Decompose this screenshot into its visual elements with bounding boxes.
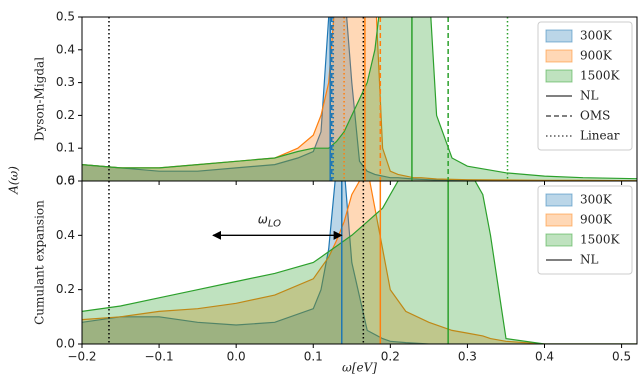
annotation: ωLO: [258, 212, 281, 230]
legend-label: 900K: [580, 213, 613, 227]
x-tick-label: 0.0: [227, 350, 246, 364]
line: [82, 181, 637, 344]
panel-label: Cumulant expansion: [33, 200, 47, 325]
y-tick-label: 0.0: [56, 337, 75, 351]
area: [82, 181, 637, 344]
y-tick-label: 0.2: [56, 108, 75, 122]
y-axis-label: A(ω): [7, 166, 21, 195]
x-tick-label: 0.1: [304, 350, 323, 364]
legend-label: 300K: [580, 193, 613, 207]
legend-label: OMS: [580, 109, 610, 123]
x-tick-label: 0.3: [458, 350, 477, 364]
legend-swatch: [545, 69, 573, 83]
x-tick-label: −0.2: [67, 350, 96, 364]
plot-area: [82, 17, 637, 181]
legend-label: NL: [580, 89, 599, 103]
legend-swatch: [545, 233, 573, 247]
legend-label: 300K: [580, 29, 613, 43]
legend-swatch: [545, 49, 573, 63]
y-tick-label: 0.5: [56, 10, 75, 24]
legend-box: [537, 21, 633, 151]
legend-label: NL: [580, 253, 599, 267]
legend-label: 1500K: [580, 69, 621, 83]
y-tick-label: 0.3: [56, 75, 75, 89]
axes-frame: [81, 180, 638, 345]
y-tick-label: 0.4: [56, 42, 75, 56]
annotation-subscript: LO: [268, 218, 281, 229]
legend-swatch: [545, 29, 573, 43]
y-tick-label: 0.4: [56, 228, 75, 242]
legend-label: 900K: [580, 49, 613, 63]
x-tick-label: 0.2: [381, 350, 400, 364]
legend-box: [537, 185, 633, 275]
x-tick-label: −0.1: [145, 350, 174, 364]
line: [82, 181, 637, 344]
legend-swatch: [545, 193, 573, 207]
x-tick-label: 0.5: [612, 350, 631, 364]
area: [82, 181, 637, 344]
y-tick-label: 0.2: [56, 282, 75, 296]
y-tick-label: 0.1: [56, 141, 75, 155]
legend-label: Linear: [580, 129, 620, 143]
legend-swatch: [545, 213, 573, 227]
legend-label: 1500K: [580, 233, 621, 247]
panel-label: Dyson-Migdal: [33, 57, 47, 141]
plot-area: [82, 181, 637, 344]
y-tick-label: 0.6: [56, 174, 75, 188]
y-tick-label: 0.0: [56, 174, 75, 188]
line: [82, 181, 637, 344]
x-tick-label: 0.4: [535, 350, 554, 364]
line: [82, 17, 637, 180]
area: [82, 181, 637, 344]
annotation-symbol: ω: [258, 212, 268, 226]
x-axis-label: ω[eV]: [342, 361, 377, 375]
